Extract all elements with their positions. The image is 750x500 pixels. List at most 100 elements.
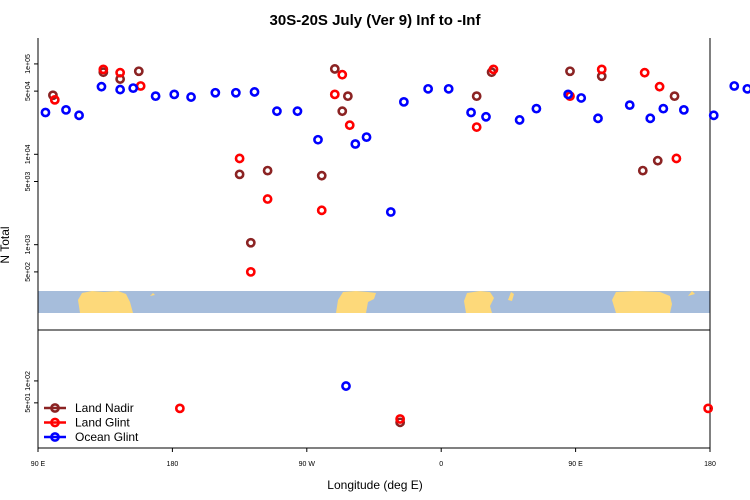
data-point [249,87,260,97]
legend-swatch-marker [50,432,60,442]
data-point [115,67,126,78]
data-point [61,104,71,115]
data-point [658,103,669,114]
data-point [703,403,714,414]
data-point [329,64,340,74]
top-y-tick-label: 1e+05 [25,54,32,74]
bottom-series-ocean-glint [341,381,351,391]
data-point [48,90,58,101]
x-tick-label: 180 [704,461,716,468]
top-y-tick-label: 5e+04 [25,81,32,101]
data-point [337,69,348,80]
data-point [115,84,126,95]
bottom-series-land-nadir [395,417,406,428]
data-point [272,106,282,117]
bottom-panel: 5e+01 1e+02 90 E 180 90 W 0 90 E 180 [25,330,716,468]
data-point [96,81,107,92]
data-point [342,91,353,102]
legend-item: Land Glint [44,416,130,430]
map-ocean [38,291,710,313]
top-y-tick-label: 5e+03 [25,172,32,192]
x-axis-label: Longitude (deg E) [327,478,422,492]
data-point [654,81,665,92]
data-point [645,113,656,124]
map-strip [38,291,710,313]
data-point [596,64,607,75]
data-point [210,87,221,98]
data-point [341,381,351,391]
series-ocean-glint [40,81,750,217]
data-point [344,120,355,131]
data-point [230,87,241,98]
legend-label: Ocean Glint [75,430,139,444]
legend-item: Ocean Glint [44,430,139,444]
map-landmass [508,292,514,301]
data-point [385,207,396,217]
data-point [262,194,273,204]
data-point [174,403,185,414]
data-point [471,122,482,132]
map-landmass [336,291,376,313]
data-point [565,66,575,77]
data-point [40,107,51,118]
data-point [563,89,574,100]
bottom-series-land-glint [174,403,714,424]
x-tick-label: 90 E [568,461,583,468]
legend-swatch-marker [50,403,60,413]
data-point [316,205,327,216]
data-point [639,67,650,78]
data-point [329,89,340,100]
data-point [481,111,491,122]
data-point [350,139,361,149]
data-point [637,165,648,176]
data-point [361,132,372,142]
data-point [624,100,635,111]
data-point [443,83,454,94]
data-point [466,107,476,118]
data-point [423,83,434,94]
data-point [652,155,663,166]
data-point [316,170,327,181]
data-point [471,91,482,102]
data-point [98,64,109,75]
data-point [337,106,348,117]
top-panel: 5e+02 1e+03 5e+03 1e+04 5e+04 1e+05 [25,38,750,331]
legend-label: Land Glint [75,416,130,430]
top-y-tick-label: 1e+04 [25,144,32,164]
data-point [133,66,144,77]
data-point [234,169,245,180]
data-point [708,110,719,121]
x-tick-label: 90 E [31,461,46,468]
data-point [742,83,750,94]
series-land-nadir [48,64,680,248]
data-point [488,64,499,75]
data-point [234,153,245,164]
bottom-y-tick-label: 1e+02 [25,371,32,391]
x-tick-label: 90 W [299,461,316,468]
y-axis-label: N Total [0,226,12,263]
map-landmass [464,291,494,313]
data-point [593,113,603,124]
legend-item: Land Nadir [44,401,134,415]
data-point [49,94,60,105]
map-landmass [612,291,672,313]
chart-title: 30S-20S July (Ver 9) Inf to -Inf [270,12,482,29]
data-point [128,83,139,94]
bottom-y-tick-label: 5e+01 [25,393,32,413]
data-point [678,104,689,115]
data-point [669,91,680,102]
map-landmass [78,291,133,313]
data-point [729,81,740,91]
data-point [74,110,84,121]
legend-swatch-marker [50,417,60,428]
data-point [169,89,180,100]
data-point [395,414,406,424]
data-point [245,266,256,277]
data-point [398,96,409,107]
x-tick-label: 180 [167,461,179,468]
top-y-tick-label: 1e+03 [25,235,32,255]
data-point [576,93,587,103]
